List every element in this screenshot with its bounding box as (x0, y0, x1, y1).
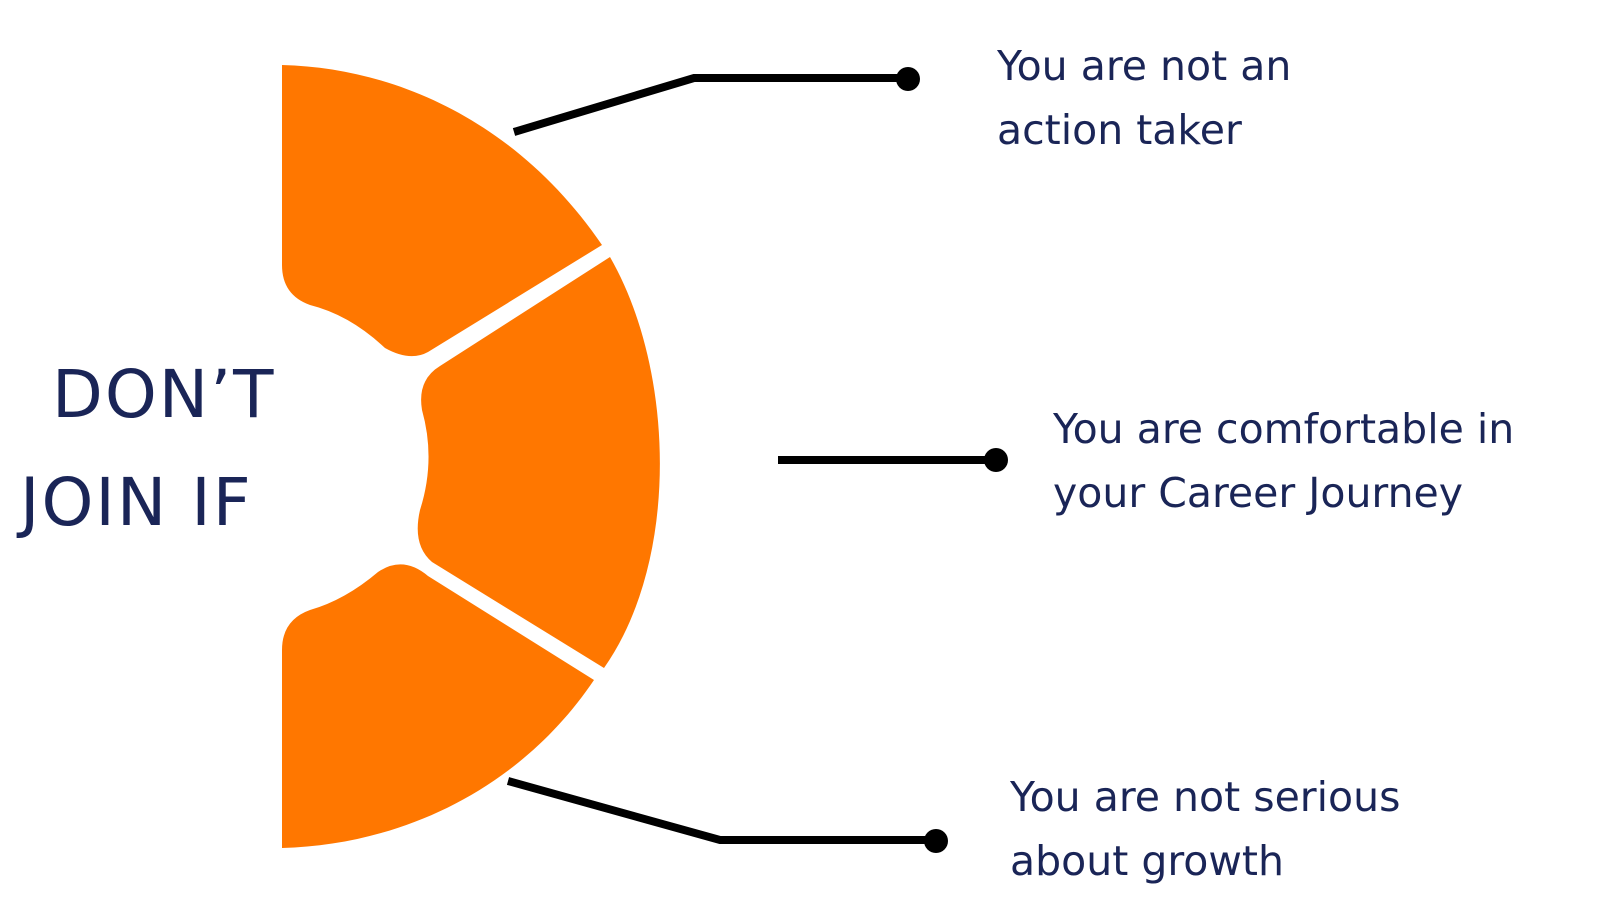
item-label-bottom-line-1: You are not serious (1010, 773, 1401, 821)
item-label-bottom: You are not serious about growth (1010, 765, 1400, 893)
item-label-top-line-1: You are not an (997, 42, 1292, 90)
connector-dot-top (896, 67, 920, 91)
connector-line-top (512, 74, 908, 136)
segment-middle (417, 257, 660, 668)
item-label-top: You are not an action taker (997, 34, 1291, 162)
connector-dot-bottom (924, 829, 948, 853)
item-label-middle-line-1: You are comfortable in (1053, 405, 1515, 453)
item-label-top-line-2: action taker (997, 106, 1242, 154)
connector-line-bottom (506, 777, 936, 844)
segment-top (282, 65, 602, 357)
title-line-1: DON’T (52, 356, 276, 433)
item-label-middle-line-2: your Career Journey (1053, 469, 1464, 517)
connector-dot-middle (984, 448, 1008, 472)
segment-bottom (282, 564, 594, 848)
item-label-middle: You are comfortable in your Career Journ… (1053, 397, 1514, 525)
title-line-2: JOIN IF (20, 464, 253, 541)
item-label-bottom-line-2: about growth (1010, 837, 1284, 885)
